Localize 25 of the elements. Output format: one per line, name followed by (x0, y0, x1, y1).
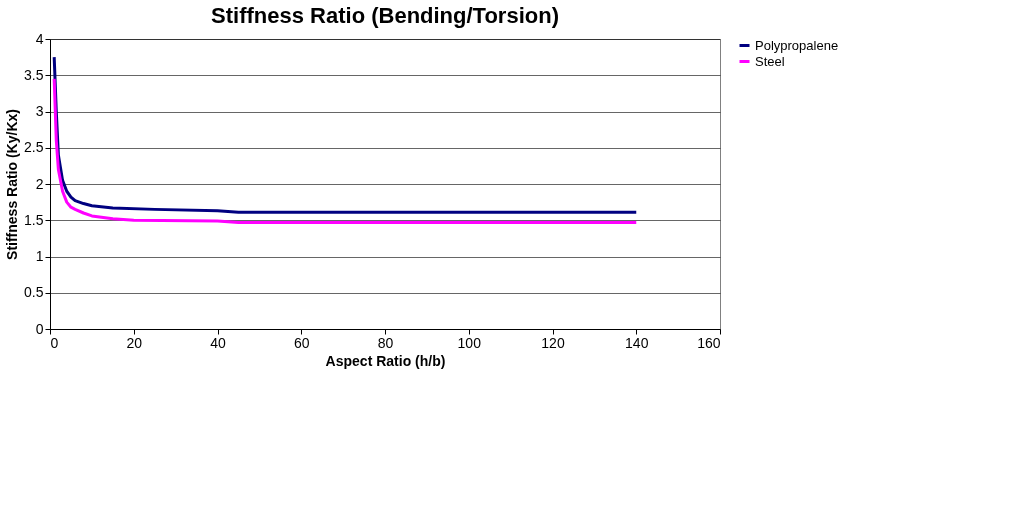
x-tick-label: 160 (697, 334, 721, 351)
x-tick-label: 60 (293, 334, 310, 351)
legend-label: Steel (755, 53, 785, 69)
x-tick-label: 80 (377, 334, 394, 351)
y-tick-label: 2 (35, 175, 44, 192)
line-series (52, 77, 638, 224)
x-axis-title: Aspect Ratio (h/b) (325, 352, 446, 369)
x-tick-label: 120 (541, 334, 565, 351)
y-axis-title: Stiffness Ratio (Ky/Kx) (4, 109, 21, 260)
legend-label: Polypropalene (755, 37, 839, 53)
y-tick-label: 3.5 (24, 66, 44, 83)
x-tick-label: 0 (50, 334, 59, 351)
y-tick-label: 0 (35, 320, 44, 337)
x-tick-label: 140 (625, 334, 649, 351)
chart-title: Stiffness Ratio (Bending/Torsion) (211, 3, 559, 28)
x-tick-label: 40 (210, 334, 226, 351)
y-tick-label: 3 (35, 103, 44, 119)
y-tick-label: 0.5 (24, 284, 44, 301)
y-tick-label: 4 (35, 30, 44, 47)
x-tick-label: 20 (126, 334, 143, 351)
y-tick-label: 2.5 (24, 139, 44, 156)
line-series (52, 55, 638, 214)
y-tick-label: 1 (35, 248, 44, 264)
x-tick-label: 100 (457, 334, 482, 351)
y-tick-label: 1.5 (24, 211, 44, 228)
